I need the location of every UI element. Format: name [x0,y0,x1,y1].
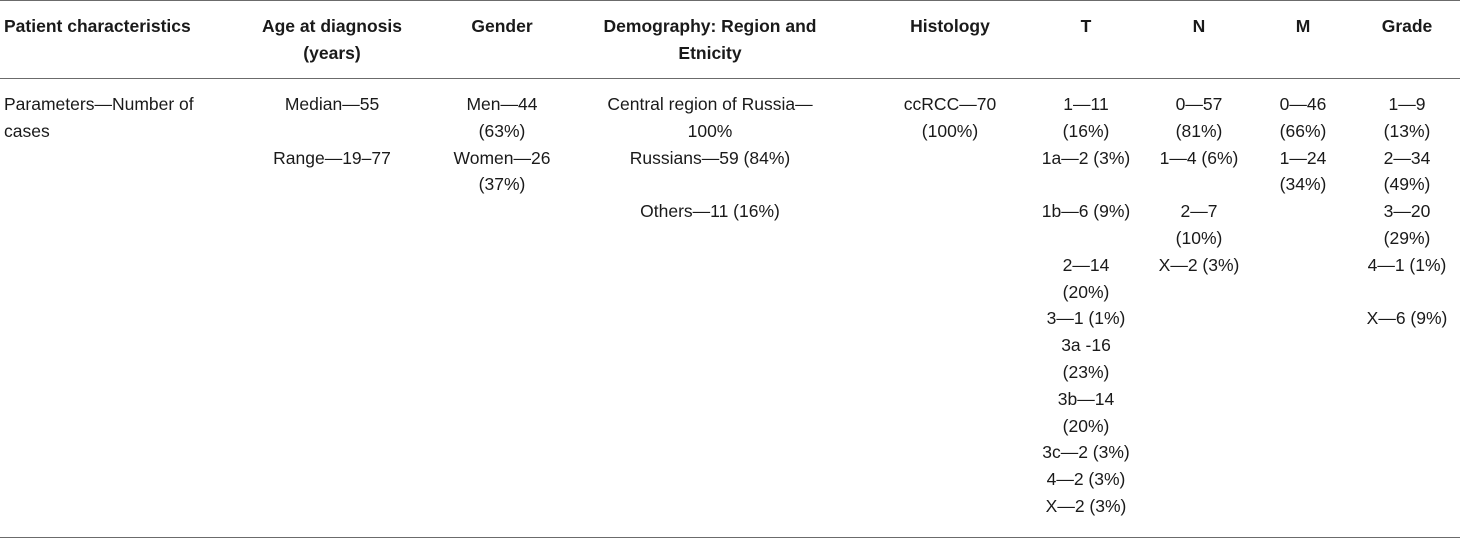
m-0: 0—46 [1279,94,1327,114]
header-age-at-diagnosis: Age at diagnosis (years) [261,16,403,63]
t-3b: 3b—14 [1057,388,1115,409]
age-cell: Median—55 Range—19–77 [244,91,420,171]
grade-x: X—6 (9%) [1366,308,1448,329]
header-m: M [1295,16,1311,36]
m-0-percent: (66%) [1279,120,1327,141]
m-1: 1—24 [1279,147,1327,168]
t-x: X—2 (3%) [1045,495,1127,516]
t-3: 3—1 (1%) [1046,308,1126,329]
grade-cell: 1—9 (13%) 2—34 (49%) 3—20 (29%) 4—1 (1%)… [1354,91,1460,332]
grade-1-percent: (13%) [1383,120,1431,141]
top-rule [0,0,1460,1]
histology-ccrcc-percent: (100%) [921,120,979,141]
gender-cell: Men—44 (63%) Women—26 (37%) [437,91,567,198]
grade-3-percent: (29%) [1383,227,1431,248]
n-x: X—2 (3%) [1158,254,1240,275]
histology-cell: ccRCC—70 (100%) [877,91,1023,145]
grade-4: 4—1 (1%) [1367,254,1447,275]
demography-region: Central region of Russia— [607,94,813,114]
header-rule [0,78,1460,79]
gender-men-percent: (63%) [478,120,526,141]
grade-3: 3—20 [1383,201,1431,222]
t-1: 1—11 [1063,94,1109,114]
n-2-percent: (10%) [1175,227,1223,248]
t-2: 2—14 [1062,254,1110,275]
demography-region-percent: 100% [687,120,733,141]
row-label-cell: Parameters—Number of cases [4,91,234,145]
t-4: 4—2 (3%) [1046,469,1126,490]
m-cell: 0—46 (66%) 1—24 (34%) [1264,91,1342,198]
t-2-percent: (20%) [1062,281,1110,302]
row-label: Parameters—Number of cases [4,94,194,141]
t-3a: 3a -16 [1061,335,1111,356]
grade-1: 1—9 [1388,94,1426,114]
n-cell: 0—57 (81%) 1—4 (6%) 2—7 (10%) X—2 (3%) [1148,91,1250,279]
n-0-percent: (81%) [1175,120,1223,141]
header-t: T [1080,16,1092,36]
gender-men: Men—44 [466,94,538,114]
t-3c: 3c—2 (3%) [1042,442,1130,463]
n-2: 2—7 [1180,201,1218,222]
age-median: Median—55 [284,94,380,114]
bottom-rule [0,537,1460,538]
gender-women-percent: (37%) [478,174,526,195]
t-cell: 1—11 (16%) 1a—2 (3%) 1b—6 (9%) 2—14 (20%… [1031,91,1141,520]
header-demography: Demography: Region and Etnicity [603,16,817,63]
t-3a-percent: (23%) [1062,361,1110,382]
m-1-percent: (34%) [1279,174,1327,195]
header-histology: Histology [910,16,990,36]
demography-russians: Russians—59 (84%) [629,147,791,168]
grade-2-percent: (49%) [1383,174,1431,195]
header-patient-characteristics: Patient characteristics [4,16,191,36]
grade-2: 2—34 [1383,147,1431,168]
t-1a: 1a—2 (3%) [1041,147,1131,168]
header-n: N [1192,16,1206,36]
t-1b: 1b—6 (9%) [1041,201,1131,222]
header-gender: Gender [471,16,533,36]
histology-ccrcc: ccRCC—70 [903,94,997,114]
age-range: Range—19–77 [273,147,391,168]
gender-women: Women—26 [453,147,551,168]
t-1-percent: (16%) [1062,120,1110,141]
n-0: 0—57 [1175,94,1223,114]
t-3b-percent: (20%) [1062,415,1110,436]
n-1: 1—4 (6%) [1159,147,1239,168]
header-grade: Grade [1381,16,1433,36]
demography-cell: Central region of Russia— 100% Russians—… [598,91,822,225]
demography-others: Others—11 (16%) [640,201,780,222]
